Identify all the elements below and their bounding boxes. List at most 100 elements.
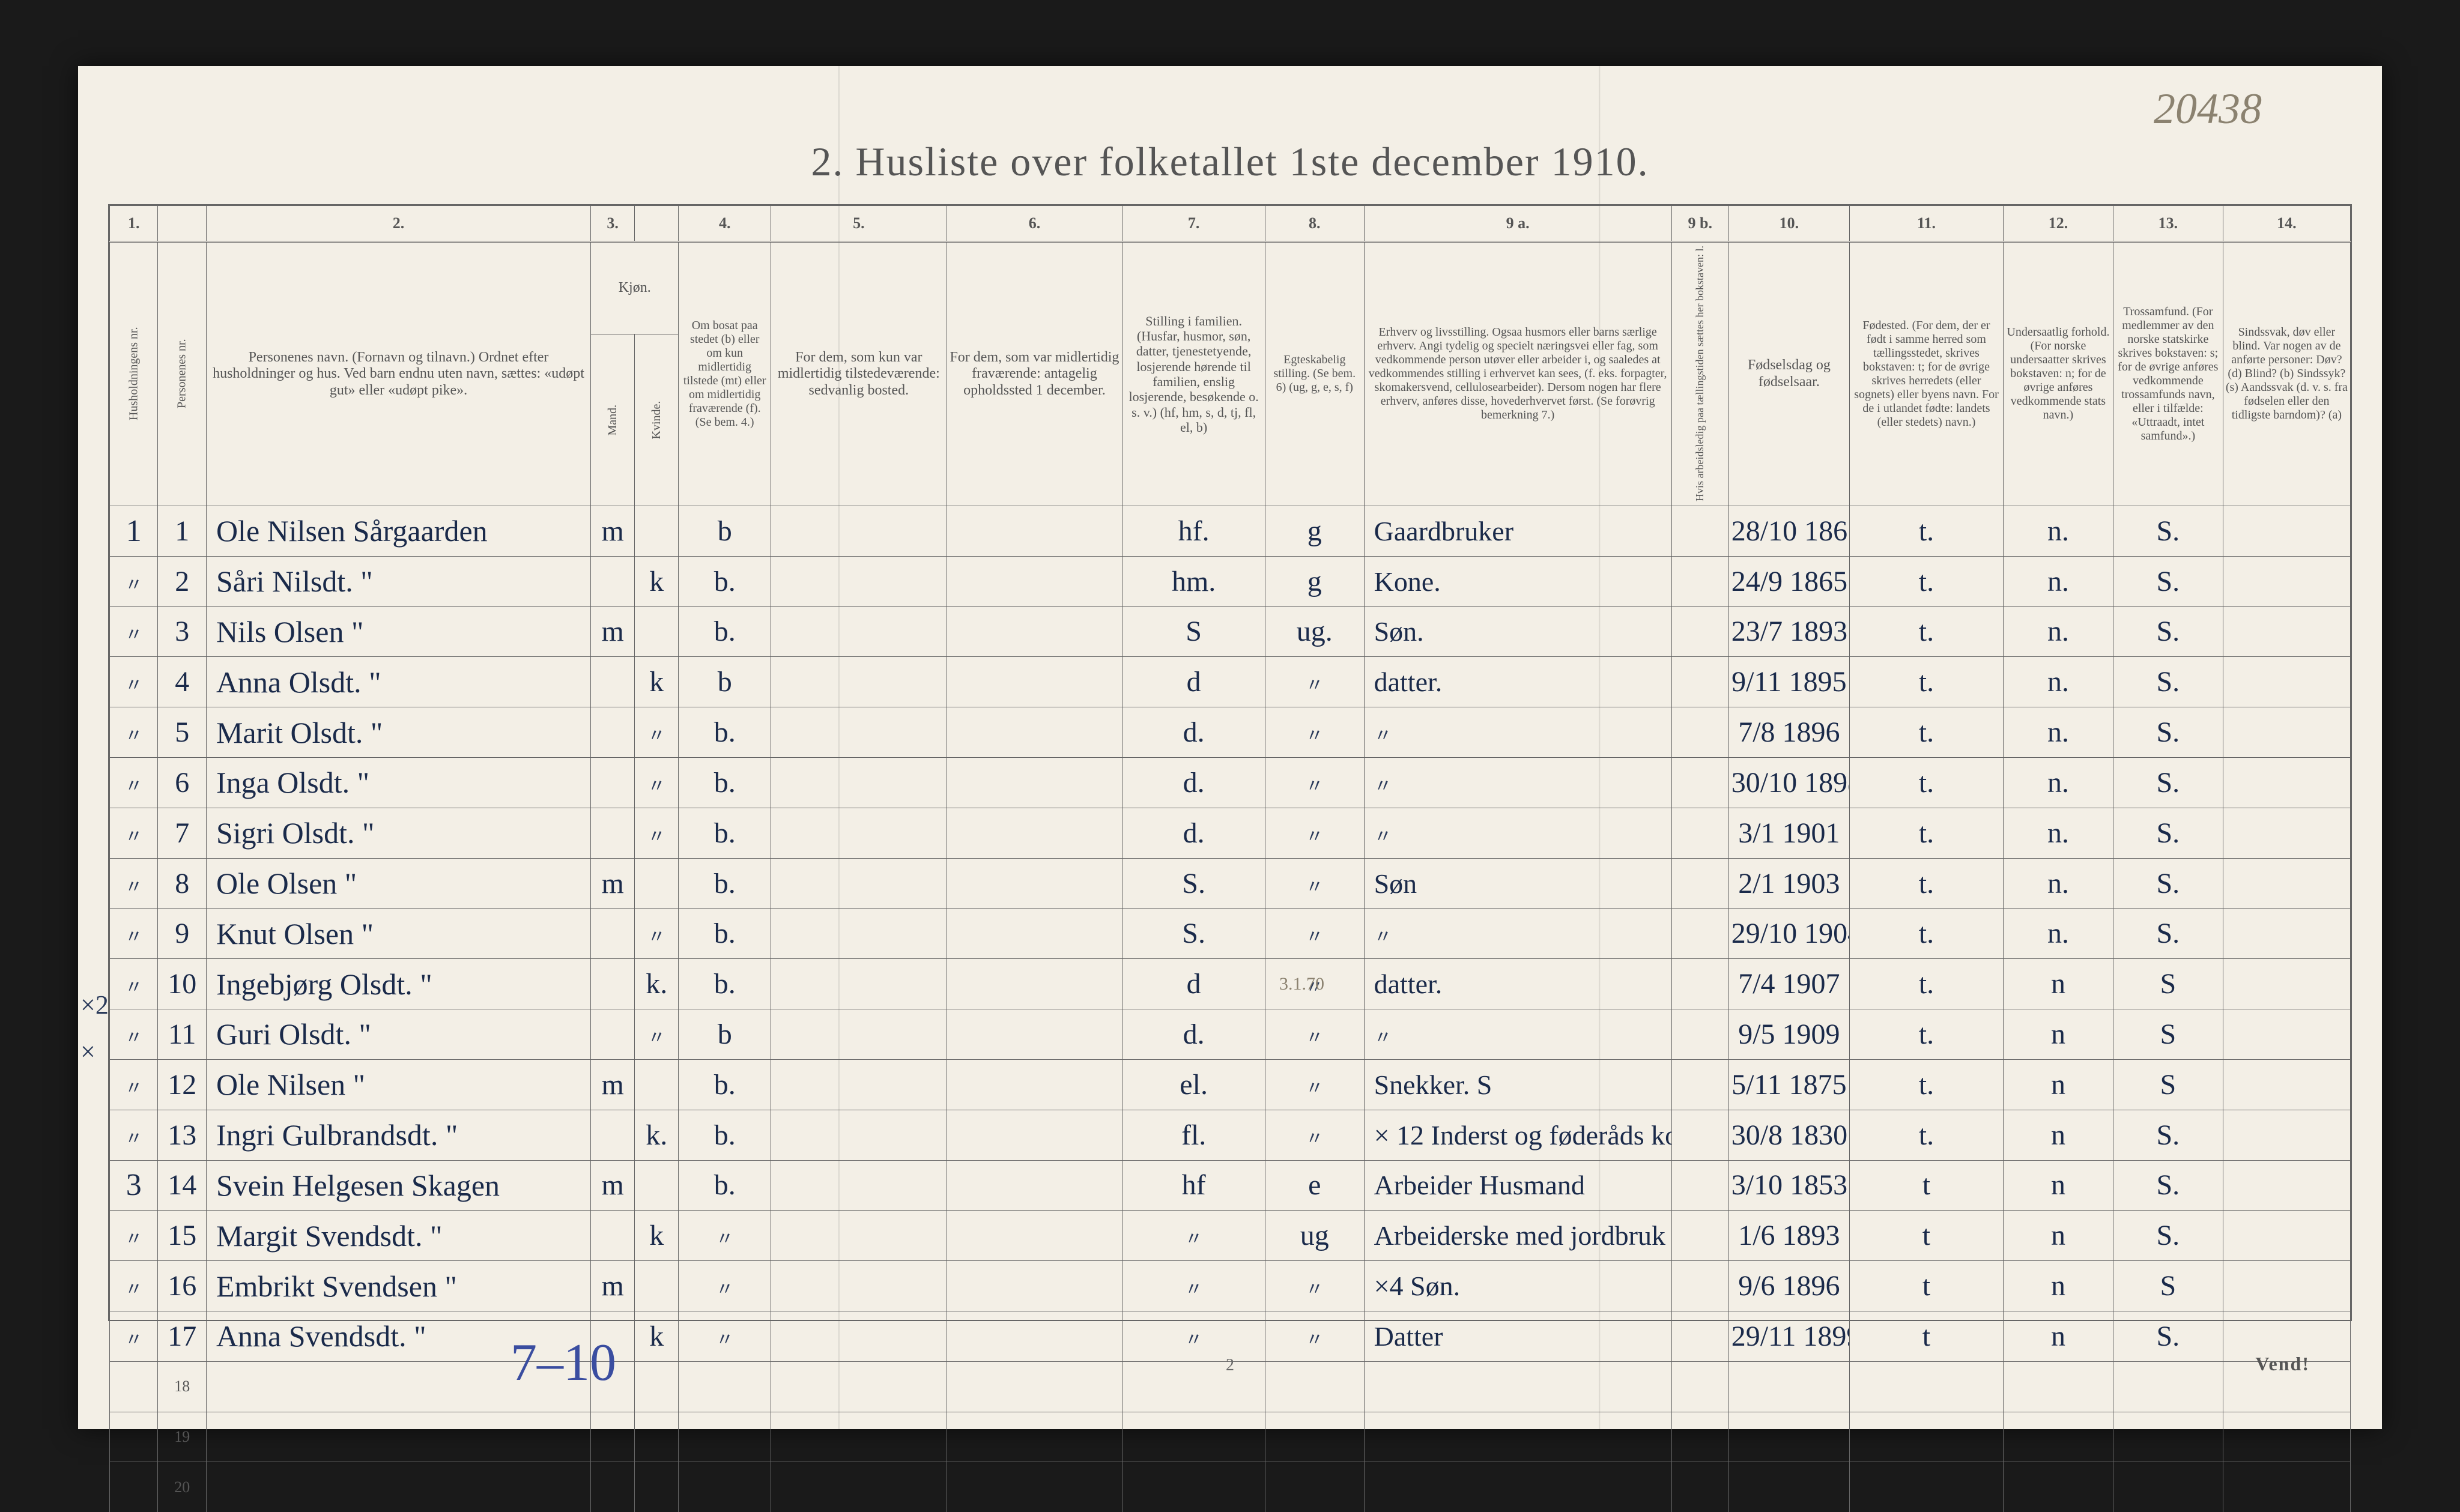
- cell-eg: 〃: [1265, 707, 1365, 758]
- cell-dis: [2223, 808, 2350, 858]
- column-number: 9 a.: [1364, 206, 1671, 242]
- cell-name: Ingebjørg Olsdt. ": [206, 959, 590, 1009]
- cell-nat: n.: [2004, 506, 2113, 556]
- cell-birth: 1/6 1893: [1728, 1211, 1849, 1261]
- cell-rel: S.: [2113, 707, 2223, 758]
- cell-pn: 4: [158, 657, 206, 707]
- cell-pos: hf.: [1122, 506, 1265, 556]
- cell-l: [1671, 1059, 1728, 1110]
- cell-l: [1671, 808, 1728, 858]
- table-row: 11Ole Nilsen Sårgaardenmbhf.gGaardbruker…: [110, 506, 2351, 556]
- census-sheet: 20438 2. Husliste over folketallet 1ste …: [78, 66, 2382, 1429]
- cell-l: [1671, 1462, 1728, 1512]
- cell-k: k: [635, 1211, 679, 1261]
- cell-k: 〃: [635, 758, 679, 808]
- header-row: Husholdningens nr. Personenes nr. Person…: [110, 242, 2351, 334]
- cell-name: [206, 1412, 590, 1462]
- cell-occ: Arbeiderske med jordbruk: [1364, 1211, 1671, 1261]
- cell-birth: [1728, 1412, 1849, 1462]
- cell-b: [679, 1412, 771, 1462]
- cell-c6: [947, 758, 1122, 808]
- cell-c5: [771, 1110, 947, 1160]
- cell-dis: [2223, 506, 2350, 556]
- cell-pos: hf: [1122, 1160, 1265, 1211]
- cell-l: [1671, 1009, 1728, 1060]
- cell-nat: n.: [2004, 657, 2113, 707]
- cell-c6: [947, 1211, 1122, 1261]
- cell-pos: S.: [1122, 858, 1265, 909]
- cell-pos: d.: [1122, 707, 1265, 758]
- cell-c5: [771, 1059, 947, 1110]
- cell-pn: 1: [158, 506, 206, 556]
- cell-c6: [947, 657, 1122, 707]
- cell-hh: 3: [110, 1160, 158, 1211]
- table-row: 〃6Inga Olsdt. "〃b.d.〃〃30/10 1898t.n.S.: [110, 758, 2351, 808]
- cell-nat: n.: [2004, 858, 2113, 909]
- cell-occ: 〃: [1364, 707, 1671, 758]
- cell-b: b.: [679, 758, 771, 808]
- column-number: 5.: [771, 206, 947, 242]
- cell-pn: 10: [158, 959, 206, 1009]
- cell-rel: S: [2113, 1009, 2223, 1060]
- cell-c6: [947, 1462, 1122, 1512]
- footer-page-number: 2: [78, 1356, 2382, 1375]
- cell-birth: 9/5 1909: [1728, 1009, 1849, 1060]
- cell-pos: hm.: [1122, 556, 1265, 606]
- cell-occ: [1364, 1462, 1671, 1512]
- cell-m: m: [591, 858, 635, 909]
- cell-name: Svein Helgesen Skagen: [206, 1160, 590, 1211]
- cell-c6: [947, 959, 1122, 1009]
- cell-hh: 〃: [110, 1059, 158, 1110]
- cell-hh: 〃: [110, 758, 158, 808]
- cell-occ: Søn: [1364, 858, 1671, 909]
- cell-c6: [947, 909, 1122, 959]
- cell-rel: S.: [2113, 556, 2223, 606]
- cell-birth: 29/11 1899: [1728, 1311, 1849, 1361]
- cell-place: t.: [1849, 808, 2003, 858]
- cell-c6: [947, 1160, 1122, 1211]
- cell-dis: [2223, 707, 2350, 758]
- cell-m: [591, 959, 635, 1009]
- cell-c5: [771, 909, 947, 959]
- column-number: 10.: [1728, 206, 1849, 242]
- cell-nat: n: [2004, 1110, 2113, 1160]
- cell-place: t.: [1849, 1110, 2003, 1160]
- cell-name: Sigri Olsdt. ": [206, 808, 590, 858]
- cell-name: Guri Olsdt. ": [206, 1009, 590, 1060]
- cell-rel: S.: [2113, 858, 2223, 909]
- cell-pn: 15: [158, 1211, 206, 1261]
- column-number: 8.: [1265, 206, 1365, 242]
- cell-occ: datter.: [1364, 959, 1671, 1009]
- cell-rel: S.: [2113, 909, 2223, 959]
- cell-birth: 9/6 1896: [1728, 1261, 1849, 1311]
- cell-m: [591, 1211, 635, 1261]
- cell-birth: 2/1 1903: [1728, 858, 1849, 909]
- cell-place: t.: [1849, 1009, 2003, 1060]
- cell-l: [1671, 1412, 1728, 1462]
- cell-name: Embrikt Svendsen ": [206, 1261, 590, 1311]
- cell-hh: 1: [110, 506, 158, 556]
- cell-m: [591, 909, 635, 959]
- table-row: 〃2Såri Nilsdt. "kb.hm.gKone.24/9 1865t.n…: [110, 556, 2351, 606]
- cell-rel: S.: [2113, 1211, 2223, 1261]
- cell-k: 〃: [635, 808, 679, 858]
- cell-nat: n: [2004, 1311, 2113, 1361]
- cell-eg: 〃: [1265, 1110, 1365, 1160]
- cell-l: [1671, 858, 1728, 909]
- cell-name: Anna Olsdt. ": [206, 657, 590, 707]
- cell-hh: 〃: [110, 909, 158, 959]
- cell-m: [591, 808, 635, 858]
- cell-rel: S.: [2113, 1160, 2223, 1211]
- cell-pos: fl.: [1122, 1110, 1265, 1160]
- cell-rel: S: [2113, 1059, 2223, 1110]
- cell-name: Marit Olsdt. ": [206, 707, 590, 758]
- cell-b: b: [679, 657, 771, 707]
- cell-nat: n.: [2004, 758, 2113, 808]
- cell-l: [1671, 1311, 1728, 1361]
- cell-c6: [947, 1110, 1122, 1160]
- cell-k: 〃: [635, 909, 679, 959]
- cell-l: [1671, 1160, 1728, 1211]
- cell-place: [1849, 1462, 2003, 1512]
- cell-birth: 7/8 1896: [1728, 707, 1849, 758]
- cell-c5: [771, 858, 947, 909]
